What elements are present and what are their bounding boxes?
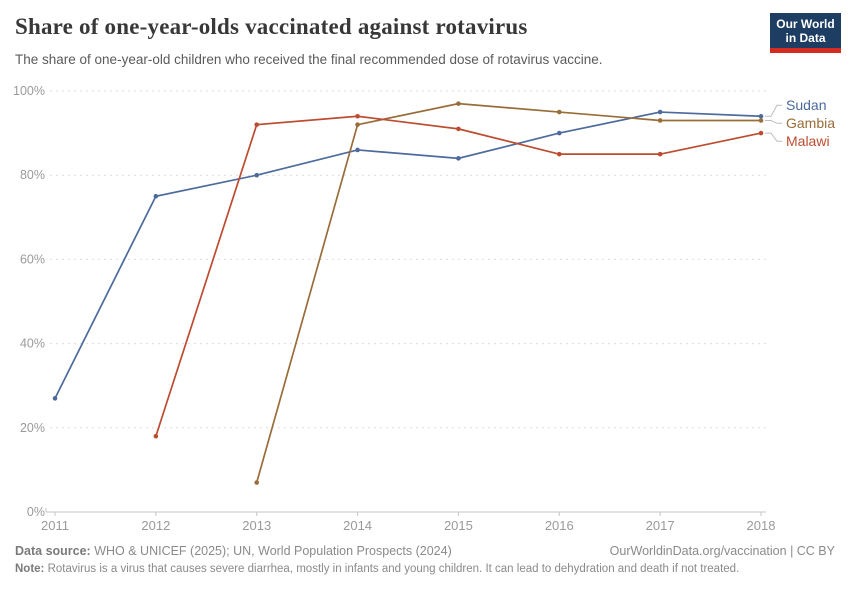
data-point-malawi [456, 126, 461, 132]
owid-logo-line1: Our World [776, 17, 835, 31]
data-point-gambia [456, 101, 461, 106]
series-line-gambia[interactable] [255, 102, 761, 483]
footer-note: Note: Rotavirus is a virus that causes s… [15, 563, 835, 575]
owid-logo: Our World in Data [770, 13, 841, 53]
legend-label-malawi[interactable]: Malawi [786, 133, 830, 149]
data-point-malawi [254, 122, 260, 127]
data-source-label: Data source: [15, 544, 91, 558]
data-point-malawi [556, 151, 562, 157]
data-point-gambia [355, 122, 360, 127]
y-tick-label: 40% [20, 337, 45, 351]
x-tick-label: 2013 [242, 518, 271, 533]
x-tick-label: 2015 [444, 518, 473, 533]
x-tick-label: 2017 [646, 518, 675, 533]
y-tick-label: 100% [13, 84, 45, 98]
data-point-sudan [456, 156, 461, 161]
x-tick-label: 2018 [747, 518, 776, 533]
footer-note-text: Rotavirus is a virus that causes severe … [44, 563, 740, 575]
data-point-sudan [52, 396, 58, 401]
y-tick-label: 80% [20, 168, 45, 182]
page-title: Share of one-year-olds vaccinated agains… [15, 14, 528, 39]
data-point-gambia [254, 480, 260, 485]
data-point-gambia [556, 109, 562, 115]
x-tick-label: 2011 [41, 518, 69, 533]
data-source: Data source: WHO & UNICEF (2025); UN, Wo… [15, 544, 452, 558]
data-point-sudan [153, 193, 159, 199]
data-point-sudan [254, 172, 260, 178]
y-tick-label: 0% [27, 505, 45, 519]
data-point-malawi [657, 151, 663, 157]
owid-logo-line2: in Data [785, 31, 826, 45]
data-source-text: WHO & UNICEF (2025); UN, World Populatio… [90, 544, 452, 558]
x-tick-label: 2016 [545, 518, 574, 533]
chart-subtitle: The share of one-year-old children who r… [15, 52, 603, 67]
x-tick-label: 2014 [343, 518, 372, 533]
legend-connector-gambia [765, 119, 782, 124]
footer-note-label: Note: [15, 563, 45, 575]
data-point-gambia [657, 118, 663, 123]
series-line-sudan[interactable] [54, 111, 762, 399]
legend-connector-malawi [765, 132, 782, 142]
data-point-malawi [355, 113, 360, 119]
data-point-gambia [758, 118, 764, 123]
data-point-sudan [657, 109, 663, 115]
series-line-malawi[interactable] [155, 115, 762, 437]
y-tick-label: 60% [20, 252, 45, 266]
chart-footer: Data source: WHO & UNICEF (2025); UN, Wo… [15, 544, 835, 575]
data-point-sudan [355, 147, 360, 153]
data-point-sudan [556, 130, 562, 136]
y-tick-label: 20% [20, 421, 45, 435]
legend-connector-sudan [765, 104, 782, 117]
x-tick-label: 2012 [141, 518, 170, 533]
footer-link[interactable]: OurWorldinData.org/vaccination | CC BY [609, 544, 835, 558]
data-point-malawi [758, 130, 764, 136]
data-point-sudan [758, 113, 764, 119]
legend-label-sudan[interactable]: Sudan [786, 97, 826, 113]
data-point-malawi [153, 433, 159, 439]
legend-label-gambia[interactable]: Gambia [786, 115, 835, 131]
